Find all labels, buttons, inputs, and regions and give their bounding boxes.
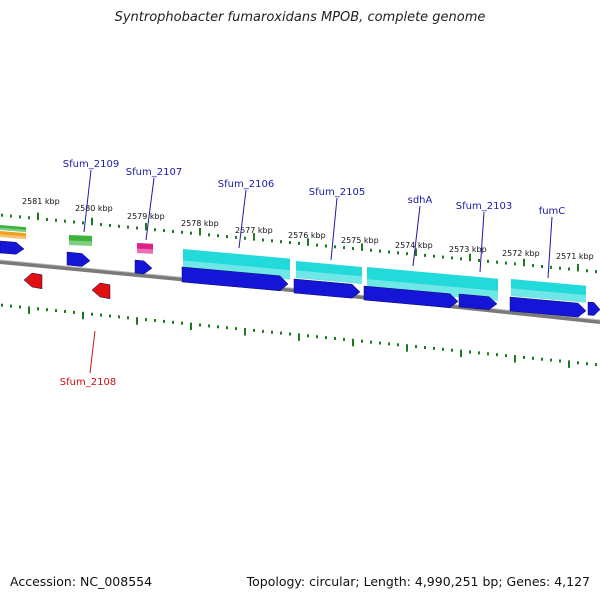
kbp-label: 2572 kbp (502, 249, 540, 258)
kbp-label: 2577 kbp (235, 226, 273, 235)
gene-label: Sfum_2109 (63, 159, 119, 170)
gene-label: Sfum_2108 (60, 377, 116, 388)
map-title: Syntrophobacter fumaroxidans MPOB, compl… (114, 10, 486, 25)
kbp-label: 2571 kbp (556, 252, 594, 261)
green-feature-left (0, 225, 26, 233)
cds-arrow-2103 (458, 293, 498, 310)
cyan-feature-fumC (511, 279, 586, 303)
cds-arrow-right-edge (587, 301, 600, 316)
gene-leader-line (83, 169, 92, 233)
gene-leader-line (89, 330, 96, 374)
gene-label: sdhA (408, 195, 433, 206)
cyan-feature-fumC-shade (511, 288, 586, 303)
cds-arrow-2106 (181, 266, 289, 292)
cds-arrow-2105 (293, 278, 361, 299)
magenta-feature-2107 (137, 243, 153, 254)
green-feature-2109 (69, 235, 92, 246)
gene-label: fumC (539, 206, 566, 217)
gene-leader-line (412, 205, 421, 267)
kbp-label: 2579 kbp (127, 212, 165, 221)
orange-feature-left (0, 231, 26, 240)
magenta-feature-2107-shade (137, 248, 153, 254)
kbp-label: 2581 kbp (22, 197, 60, 206)
kbp-label: 2575 kbp (341, 236, 379, 245)
cds-arrow-sdhA (363, 285, 459, 308)
green-feature-left-shade (0, 227, 26, 233)
topology-summary: Topology: circular; Length: 4,990,251 bp… (246, 574, 590, 589)
cds-arrow-fumC (509, 296, 587, 318)
cds-arrow-2107 (134, 259, 153, 275)
kbp-label: 2580 kbp (75, 204, 113, 213)
gene-label: Sfum_2103 (456, 201, 512, 212)
kbp-label: 2574 kbp (395, 241, 433, 250)
cds-arrow-left (0, 240, 25, 255)
reverse-feature-2108 (91, 282, 111, 300)
cyan-feature-2105-shade (296, 270, 362, 284)
cyan-feature-2105 (296, 261, 362, 284)
gene-label: Sfum_2106 (218, 179, 274, 190)
kbp-label: 2573 kbp (449, 245, 487, 254)
gene-label: Sfum_2107 (126, 167, 182, 178)
gene-leader-line (145, 177, 155, 241)
green-feature-2109-shade (69, 240, 92, 246)
kbp-label: 2576 kbp (288, 231, 326, 240)
cds-arrow-2109 (66, 251, 91, 267)
gene-leader-line (330, 197, 338, 261)
gene-leader-line (238, 189, 247, 249)
kbp-label: 2578 kbp (181, 219, 219, 228)
cyan-feature-sdhA (367, 267, 498, 301)
gene-leader-line (547, 216, 553, 279)
gene-leader-line (479, 211, 485, 273)
gene-label: Sfum_2105 (309, 187, 365, 198)
reverse-feature-left (23, 272, 43, 290)
accession-text: Accession: NC_008554 (10, 574, 153, 589)
orange-feature-left-shade (0, 234, 26, 240)
